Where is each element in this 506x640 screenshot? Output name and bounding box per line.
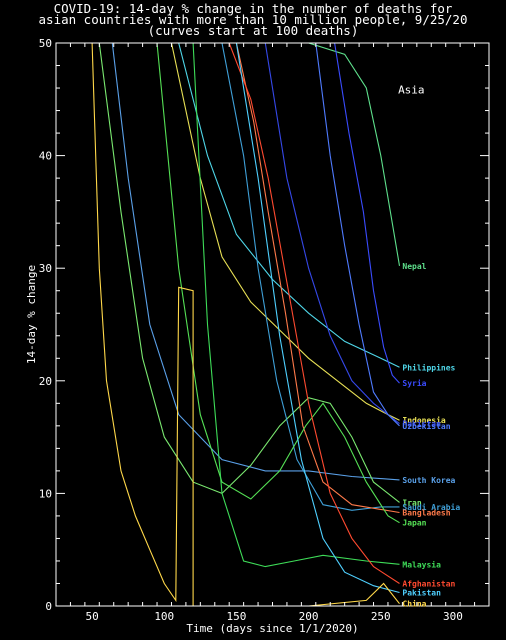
y-tick-label: 10	[39, 487, 52, 500]
series-layer	[91, 43, 401, 606]
series-label-bangladesh: Bangladesh	[402, 509, 450, 518]
series-line-japan	[156, 43, 400, 524]
series-label-saudi-arabia: Saudi Arabia	[402, 502, 460, 512]
series-labels: NepalPhilippinesSyriaIndonesiaPakistanUz…	[402, 262, 460, 609]
y-tick-label: 20	[39, 375, 52, 388]
series-label-afghanistan: Afghanistan	[402, 578, 455, 588]
axis-ticks: 50 100 150 200 250 300 0 10 20 30 40 50	[39, 37, 490, 623]
x-tick-label: 100	[154, 610, 174, 623]
series-line-nepal	[308, 43, 401, 266]
region-label: Asia	[398, 84, 425, 97]
x-axis-label: Time (days since 1/1/2020)	[186, 622, 358, 635]
series-line-iran	[98, 43, 400, 503]
series-line-bangladesh	[235, 43, 400, 514]
series-label-uzbekistan: Uzbekistan	[402, 421, 450, 431]
y-tick-label: 30	[39, 262, 52, 275]
y-tick-label: 40	[39, 150, 52, 163]
series-label-pakistan: Pakistan	[402, 587, 441, 597]
y-tick-label: 0	[45, 600, 52, 613]
series-line-pakistan	[235, 43, 400, 594]
x-tick-label: 300	[443, 610, 463, 623]
series-label-japan: Japan	[402, 519, 426, 528]
series-label-iran: Iran	[402, 498, 421, 507]
series-line-china	[91, 43, 400, 606]
series-label-malaysia: Malaysia	[402, 559, 441, 569]
x-tick-label: 50	[85, 610, 98, 623]
chart-title: COVID-19: 14-day % change in the number …	[53, 1, 453, 16]
series-line-pakistan	[264, 43, 400, 425]
series-label-china: China	[402, 599, 426, 609]
chart-subtitle-note: (curves start at 100 deaths)	[147, 23, 359, 38]
x-tick-label: 250	[371, 610, 391, 623]
series-line-malaysia	[192, 43, 400, 568]
series-label-nepal: Nepal	[402, 262, 426, 271]
series-label-south-korea: South Korea	[402, 476, 455, 485]
series-line-indonesia	[170, 43, 400, 421]
series-label-indonesia: Indonesia	[402, 415, 446, 425]
series-label-pakistan: Pakistan	[402, 419, 441, 429]
series-label-philippines: Philippines	[402, 362, 455, 372]
y-tick-label: 50	[39, 37, 52, 50]
series-line-south-korea	[111, 43, 400, 481]
series-line-philippines	[178, 43, 400, 368]
series-line-syria	[334, 43, 400, 384]
x-tick-label: 200	[299, 610, 319, 623]
series-line-uzbekistan	[315, 43, 400, 427]
series-label-syria: Syria	[402, 378, 426, 388]
x-tick-label: 150	[226, 610, 246, 623]
chart-subtitle: asian countries with more than 10 millio…	[38, 12, 468, 27]
series-line-afghanistan	[228, 43, 400, 584]
y-axis-label: 14-day % change	[25, 265, 38, 364]
